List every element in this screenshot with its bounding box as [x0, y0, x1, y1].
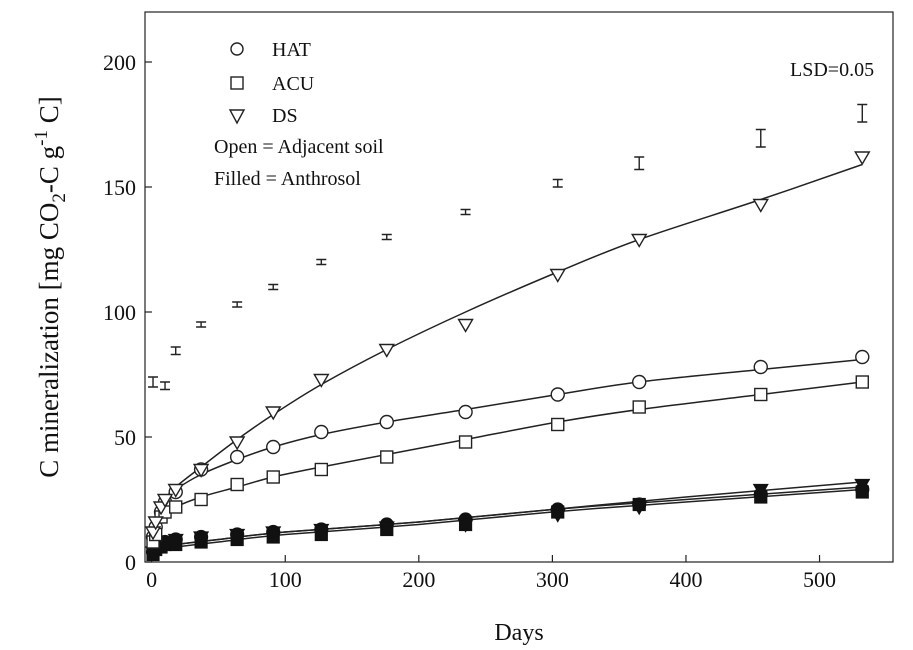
- legend-label-acu: ACU: [272, 73, 315, 95]
- x-tick-label: 0: [146, 567, 157, 592]
- point-acu-open: [380, 450, 394, 464]
- lsd-error-bar: [755, 128, 766, 148]
- point-acu-open: [266, 470, 280, 484]
- point-acu-open: [314, 462, 329, 477]
- point-ds-filled: [457, 518, 474, 533]
- x-axis-label: Days: [494, 620, 543, 646]
- lsd-error-bar: [170, 346, 181, 356]
- point-hat-open: [229, 449, 245, 465]
- point-ds-open: [854, 151, 871, 166]
- point-ds-open: [265, 406, 282, 421]
- point-ds-open: [156, 493, 174, 508]
- legend-label-ds: DS: [272, 105, 298, 127]
- y-tick-label: 150: [103, 175, 136, 200]
- point-ds-open: [147, 516, 164, 531]
- data-points: [144, 151, 871, 562]
- legend-label-hat: HAT: [272, 39, 311, 61]
- legend-marker-acu: [230, 76, 244, 90]
- lsd-error-bar: [316, 258, 327, 266]
- lsd-error-bar: [160, 381, 171, 391]
- point-ds-filled: [378, 521, 395, 536]
- x-tick-label: 500: [803, 567, 836, 592]
- lsd-error-bar: [460, 208, 471, 216]
- point-acu-open: [458, 435, 473, 449]
- x-tick-label: 300: [536, 567, 569, 592]
- point-ds-open: [192, 463, 210, 478]
- point-ds-open: [549, 268, 566, 283]
- legend-marker-hat: [230, 42, 244, 56]
- point-ds-filled: [193, 531, 210, 546]
- y-axis-label-mid: -C g: [34, 146, 64, 193]
- lsd-error-bar: [857, 103, 868, 123]
- y-axis-label-end: C]: [34, 96, 64, 130]
- point-ds-filled: [229, 528, 246, 543]
- lsd-error-bar: [232, 301, 243, 308]
- y-axis: 0 50 100 150 200: [103, 50, 152, 575]
- point-hat-open: [379, 414, 394, 430]
- point-ds-open: [630, 233, 648, 248]
- point-ds-filled: [265, 526, 282, 541]
- point-ds-filled: [631, 501, 648, 516]
- point-ds-open: [752, 198, 769, 213]
- y-tick-label: 100: [103, 300, 136, 325]
- point-acu-open: [230, 477, 244, 492]
- point-acu-open: [754, 387, 768, 402]
- legend: HAT ACU DS Open = Adjacent soil Filled =…: [214, 39, 384, 190]
- lsd-error-bar: [148, 376, 159, 388]
- point-acu-open: [632, 400, 646, 414]
- point-ds-open: [228, 436, 246, 451]
- point-hat-open: [266, 439, 281, 455]
- y-tick-label: 50: [114, 425, 136, 450]
- point-ds-open: [167, 483, 184, 498]
- lsd-error-bar: [196, 321, 207, 328]
- point-hat-open: [753, 359, 768, 375]
- fit-curve-ds-open: [155, 163, 863, 518]
- point-hat-open: [632, 374, 647, 390]
- point-acu-open: [169, 500, 183, 514]
- legend-note-filled: Filled = Anthrosol: [214, 168, 361, 190]
- x-tick-label: 400: [669, 567, 702, 592]
- point-ds-filled: [167, 533, 184, 548]
- point-ds-filled: [313, 523, 330, 538]
- y-tick-label: 200: [103, 50, 136, 75]
- point-hat-open: [314, 424, 329, 440]
- point-ds-filled: [854, 478, 871, 493]
- legend-note-open: Open = Adjacent soil: [214, 136, 384, 158]
- point-ds-filled: [752, 483, 769, 498]
- plot-frame: [144, 11, 894, 563]
- point-hat-open: [855, 349, 870, 365]
- fit-curve-ds-filled: [154, 481, 863, 548]
- fit-curve-acu-open: [155, 381, 863, 533]
- x-tick-label: 200: [402, 567, 435, 592]
- y-axis-label-subscript: 2: [49, 193, 70, 203]
- legend-marker-ds: [228, 109, 246, 125]
- y-axis-label-superscript: -1: [31, 130, 52, 146]
- point-ds-filled: [549, 508, 566, 523]
- lsd-bars: [148, 103, 868, 391]
- point-ds-open: [378, 343, 395, 358]
- lsd-error-bar: [634, 156, 645, 171]
- lsd-error-bar: [552, 178, 563, 188]
- point-hat-open: [550, 387, 565, 402]
- x-axis: 0 100 200 300 400 500: [146, 555, 836, 592]
- point-acu-open: [194, 492, 208, 507]
- lsd-error-bar: [381, 233, 392, 241]
- point-acu-open: [855, 375, 869, 389]
- y-axis-label-main: C mineralization [mg CO: [34, 203, 64, 478]
- point-acu-open: [551, 417, 565, 432]
- lsd-error-bar: [268, 283, 279, 291]
- y-tick-label: 0: [125, 550, 136, 575]
- fit-curve-acu-filled: [154, 488, 863, 551]
- x-tick-label: 100: [269, 567, 302, 592]
- y-axis-label: C mineralization [mg CO2-C g-1 C]: [31, 96, 70, 478]
- point-ds-open: [313, 373, 330, 388]
- point-hat-open: [458, 404, 473, 420]
- point-ds-open: [144, 526, 162, 541]
- point-ds-open: [457, 318, 474, 333]
- lsd-label: LSD=0.05: [790, 59, 874, 81]
